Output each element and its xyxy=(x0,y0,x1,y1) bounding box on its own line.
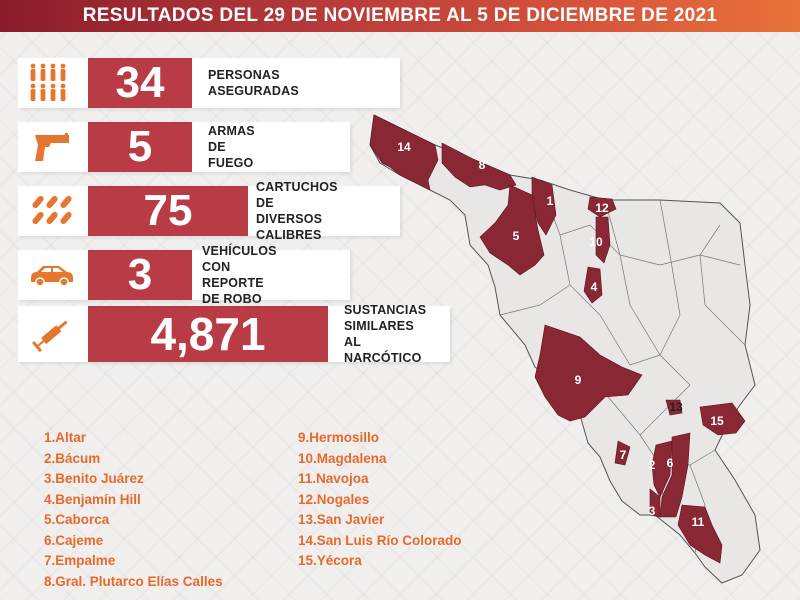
municipality-14 xyxy=(369,114,439,191)
municipality-9 xyxy=(534,324,643,422)
pistol-icon xyxy=(22,122,82,172)
municipality-5 xyxy=(479,184,545,276)
legend-item: 5.Caborca xyxy=(44,512,110,527)
municipality-6 xyxy=(659,432,691,518)
municipality-11 xyxy=(677,504,723,564)
highlighted-municipalities xyxy=(369,114,746,564)
map-label: 9 xyxy=(575,373,582,387)
map-label: 14 xyxy=(397,140,411,154)
stat-value-cartridges: 75 xyxy=(88,186,248,236)
people-icon xyxy=(22,58,82,108)
stat-value-persons: 34 xyxy=(88,58,192,108)
car-icon xyxy=(22,250,82,300)
stat-label-vehicles: VEHÍCULOS CON REPORTE DE ROBO xyxy=(202,244,277,306)
stat-label-firearms: ARMAS DE FUEGO xyxy=(208,124,255,170)
map-label: 6 xyxy=(667,456,674,470)
legend-item: 3.Benito Juárez xyxy=(44,471,144,486)
cartridges-icon xyxy=(22,186,82,236)
map-label: 4 xyxy=(591,280,598,294)
municipality-12 xyxy=(587,196,617,218)
legend-item: 12.Nogales xyxy=(298,491,370,507)
legend-item: 15.Yécora xyxy=(298,553,362,568)
map-label: 3 xyxy=(649,504,656,518)
page-title: RESULTADOS DEL 29 DE NOVIEMBRE AL 5 DE D… xyxy=(82,5,718,26)
legend-item: 2.Bácum xyxy=(44,450,101,466)
sonora-map: 14 8 1 12 10 5 4 9 13 15 7 2 6 3 11 xyxy=(369,114,761,584)
legend-item: 14.San Luis Río Colorado xyxy=(298,532,462,548)
map-label: 7 xyxy=(620,448,627,462)
legend-left: 1.Altar 2.Bácum 3.Benito Juárez 4.Benjam… xyxy=(44,428,223,592)
map-label: 12 xyxy=(595,201,609,215)
legend-item: 9.Hermosillo xyxy=(298,430,380,445)
municipality-4 xyxy=(583,266,603,304)
stat-label-persons: PERSONAS ASEGURADAS xyxy=(208,68,299,98)
map-label: 5 xyxy=(513,229,520,243)
legend-item: 13.San Javier xyxy=(298,512,385,527)
municipality-13 xyxy=(665,399,683,416)
municipality-10 xyxy=(595,216,611,264)
stat-value-substances: 4,871 xyxy=(88,306,328,362)
legend-item: 8.Gral. Plutarco Elías Calles xyxy=(44,573,223,589)
municipality-3 xyxy=(649,488,661,518)
map-label: 10 xyxy=(589,235,603,249)
map-label: 15 xyxy=(710,414,724,428)
stat-value-firearms: 5 xyxy=(88,122,192,172)
stat-value-vehicles: 3 xyxy=(88,250,192,300)
legend-item: 6.Cajeme xyxy=(44,532,104,548)
municipality-8 xyxy=(441,142,517,191)
map-label: 11 xyxy=(692,515,705,529)
legend-item: 1.Altar xyxy=(44,430,87,445)
municipality-7 xyxy=(614,440,631,466)
legend-item: 10.Magdalena xyxy=(298,450,387,466)
legend-right: 9.Hermosillo 10.Magdalena 11.Navojoa 12.… xyxy=(298,428,462,572)
legend-item: 4.Benjamín Hill xyxy=(44,491,141,507)
stat-label-cartridges: CARTUCHOS DE DIVERSOS CALIBRES xyxy=(256,180,338,242)
legend-item: 11.Navojoa xyxy=(298,471,369,486)
legend-item: 7.Empalme xyxy=(44,553,116,568)
stat-label-substances: SUSTANCIAS SIMILARES AL NARCÓTICO xyxy=(344,303,427,365)
syringe-icon xyxy=(22,306,82,362)
map-label: 8 xyxy=(479,158,486,172)
map-label: 13 xyxy=(669,400,683,414)
page-header: RESULTADOS DEL 29 DE NOVIEMBRE AL 5 DE D… xyxy=(0,0,800,32)
municipality-15 xyxy=(699,402,746,436)
map-label: 2 xyxy=(649,458,656,472)
map-label: 1 xyxy=(547,194,554,208)
